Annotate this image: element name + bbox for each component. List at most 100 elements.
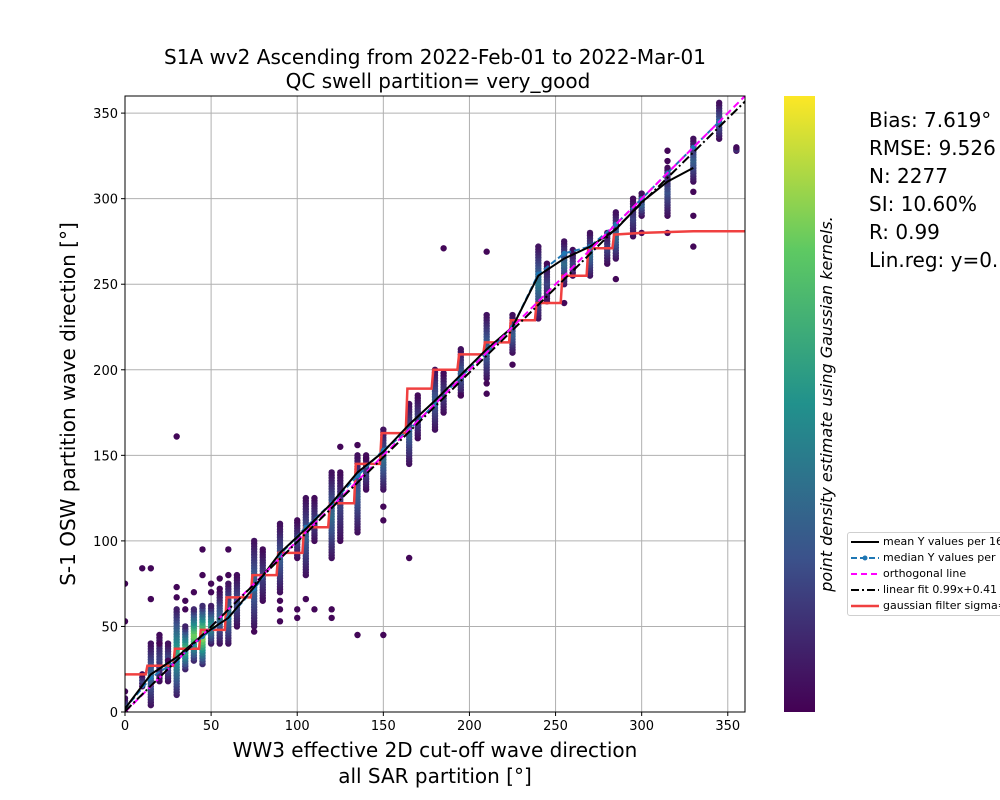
scatter-point xyxy=(586,229,594,237)
scatter-point-outlier xyxy=(250,628,258,635)
scatter-point-outlier xyxy=(483,248,490,255)
legend-label-mean: mean Y values per 16 xyxy=(883,535,1000,548)
scatter-point-outlier xyxy=(147,565,155,572)
y-tick-label: 100 xyxy=(93,535,118,550)
scatter-point xyxy=(337,469,344,476)
scatter-point xyxy=(354,452,361,459)
scatter-point-outlier xyxy=(147,595,155,603)
scatter-point-outlier xyxy=(302,595,310,603)
scatter-point-outlier xyxy=(216,585,223,592)
x-tick-label: 200 xyxy=(457,719,482,734)
scatter-point-outlier xyxy=(173,583,180,591)
scatter-point xyxy=(509,311,516,319)
scatter-point-outlier xyxy=(362,455,370,462)
scatter-point xyxy=(156,631,163,639)
scatter-point-outlier xyxy=(354,631,361,639)
scatter-point xyxy=(276,520,284,527)
scatter-point xyxy=(173,606,180,613)
series-lines xyxy=(125,96,745,712)
scatter-point-outlier xyxy=(664,157,671,165)
y-tick-label: 150 xyxy=(93,449,118,464)
y-tick-label: 50 xyxy=(101,620,118,635)
scatter-point-outlier xyxy=(483,380,490,387)
x-tick-label: 300 xyxy=(629,719,654,734)
scatter-point-outlier xyxy=(125,580,129,587)
scatter-point-outlier xyxy=(207,580,215,587)
scatter-point-outlier xyxy=(337,443,344,450)
scatter-point-outlier xyxy=(354,441,361,449)
scatter-point-outlier xyxy=(225,571,232,579)
scatter-point xyxy=(638,190,645,197)
scatter-point xyxy=(311,494,318,502)
stat-si: SI: 10.60% xyxy=(869,192,977,216)
linear-fit-line xyxy=(125,100,745,712)
scatter-points xyxy=(125,99,740,712)
colorbar-label: point density estimate using Gaussian ke… xyxy=(817,216,836,592)
orthogonal-line xyxy=(125,96,745,712)
stat-bias: Bias: 7.619° xyxy=(869,108,992,132)
statistics-panel: Bias: 7.619° RMSE: 9.526 N: 2277 SI: 10.… xyxy=(869,106,998,274)
scatter-point xyxy=(182,623,189,630)
scatter-point xyxy=(535,243,542,250)
axis-ticks: 0 50 100 150 200 250 300 350 0 50 100 150 200 250 300 3… xyxy=(93,107,740,734)
scatter-point xyxy=(233,571,241,579)
scatter-point-outlier xyxy=(207,589,215,596)
legend: mean Y values per 16 median Y values per… xyxy=(847,532,1000,616)
scatter-point-outlier xyxy=(125,618,129,625)
y-tick-label: 0 xyxy=(110,706,118,721)
median-marker xyxy=(561,250,567,256)
stat-n: N: 2277 xyxy=(869,164,948,188)
legend-label-linear-fit: linear fit 0.99x+0.41 xyxy=(883,583,998,596)
scatter-point xyxy=(560,238,568,245)
scatter-point xyxy=(543,260,551,267)
scatter-point-outlier xyxy=(182,606,189,613)
y-tick-label: 350 xyxy=(93,107,118,122)
chart-title-line-2: QC swell partition= very_good xyxy=(286,69,591,93)
scatter-point-outlier xyxy=(139,565,146,572)
scatter-point-outlier xyxy=(612,275,620,283)
scatter-point-outlier xyxy=(216,575,223,582)
scatter-point-outlier xyxy=(294,614,301,622)
scatter-point xyxy=(612,209,620,216)
y-tick-label: 200 xyxy=(93,364,118,379)
scatter-point-outlier xyxy=(457,392,465,399)
scatter-point xyxy=(199,602,206,610)
scatter-point-outlier xyxy=(199,546,206,553)
x-tick-label: 250 xyxy=(543,719,568,734)
legend-swatch-mean xyxy=(851,541,879,543)
plot-frame xyxy=(124,95,746,713)
scatter-point xyxy=(380,426,387,433)
scatter-point xyxy=(259,546,266,553)
scatter-point-outlier xyxy=(483,390,490,397)
scatter-point-outlier xyxy=(690,243,697,250)
scatter-point-outlier xyxy=(380,631,387,639)
scatter-point xyxy=(414,392,421,399)
stat-rmse: RMSE: 9.526 xyxy=(869,136,996,160)
scatter-point-outlier xyxy=(276,618,284,625)
scatter-point-outlier xyxy=(380,517,387,524)
scatter-point-outlier xyxy=(173,594,180,601)
y-tick-label: 300 xyxy=(93,193,118,208)
stat-r: R: 0.99 xyxy=(869,220,940,244)
scatter-point-outlier xyxy=(560,299,568,307)
x-tick-label: 350 xyxy=(715,719,740,734)
scatter-point-outlier xyxy=(199,571,206,579)
scatter-point-outlier xyxy=(156,640,163,647)
scatter-point xyxy=(125,695,129,702)
stat-linreg: Lin.reg: y=0. xyxy=(869,248,999,272)
scatter-point xyxy=(629,195,637,202)
legend-swatch-orthogonal xyxy=(851,573,879,575)
scatter-point-outlier xyxy=(173,433,180,440)
scatter-point xyxy=(250,537,258,545)
scatter-point-outlier xyxy=(311,606,318,613)
scatter-point xyxy=(302,494,310,502)
scatter-point-outlier xyxy=(380,503,387,510)
scatter-point-outlier xyxy=(125,688,129,695)
legend-swatch-gaussian xyxy=(851,604,879,608)
x-tick-label: 100 xyxy=(285,719,310,734)
gaussian-filter-line xyxy=(125,229,745,676)
mean-line xyxy=(125,167,694,710)
legend-label-median: median Y values per xyxy=(883,551,996,564)
legend-swatch-median xyxy=(851,555,879,561)
